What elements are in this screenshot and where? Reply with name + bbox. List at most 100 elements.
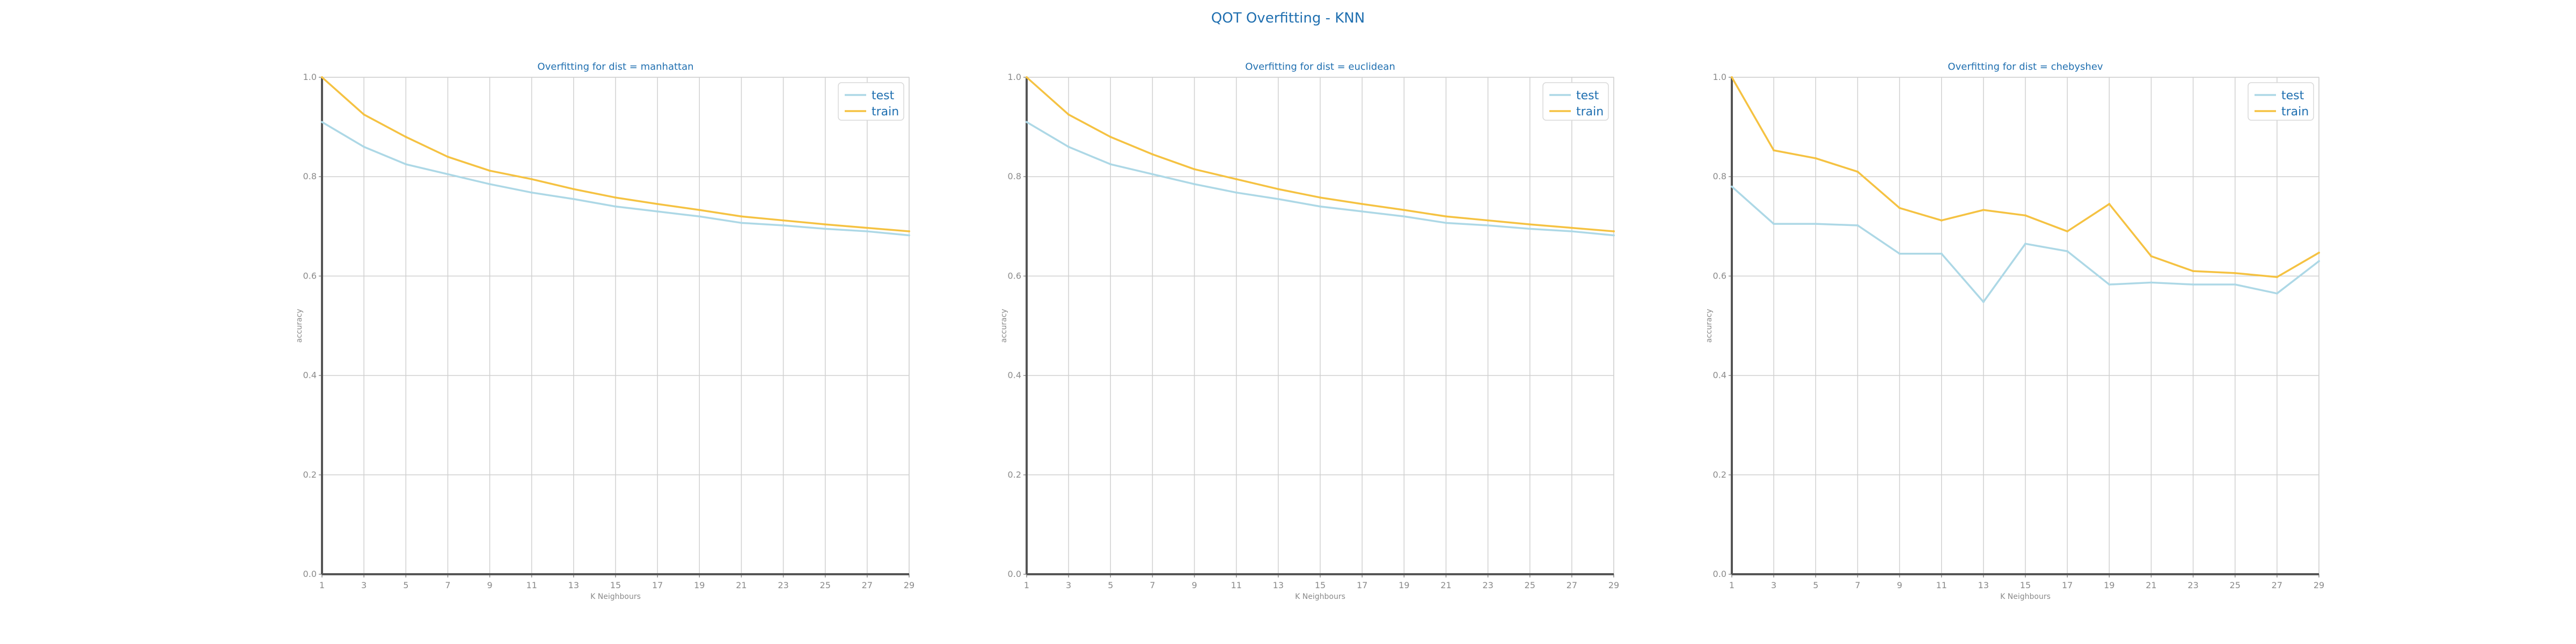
data-point-test [1773,223,1775,225]
data-point-train [2024,214,2026,217]
x-tick-label: 15 [2020,580,2031,590]
data-point-train [488,170,491,172]
data-point-train [1067,113,1070,116]
y-tick-label: 0.6 [1713,270,1726,281]
data-point-train [2318,251,2320,254]
data-point-train [1109,136,1112,138]
data-point-test [1193,183,1196,186]
data-point-train [1026,76,1028,78]
data-point-train [1361,203,1364,206]
data-point-train [2066,230,2069,233]
x-tick-label: 21 [1440,580,1451,590]
data-point-test [1319,205,1321,208]
data-point-test [614,205,617,208]
y-tick-label: 0.8 [303,171,317,181]
x-tick-label: 11 [1231,580,1242,590]
data-point-test [1814,223,1817,225]
x-tick-label: 23 [2187,580,2198,590]
x-tick-label: 7 [1855,580,1860,590]
data-point-test [2318,260,2320,262]
y-tick-label: 0.2 [1008,470,1021,480]
data-point-test [488,183,491,186]
data-point-test [782,224,785,226]
data-point-test [1731,185,1733,188]
data-point-train [824,223,826,226]
y-tick-label: 0.0 [1008,569,1021,579]
legend-label-test: test [1576,89,1599,103]
x-tick-label: 23 [778,580,788,590]
data-point-test [1109,163,1112,166]
y-tick-label: 0.4 [1713,370,1726,380]
x-tick-label: 25 [820,580,831,590]
subplot-1: 1 3 5 7 9 11 13 15 17 19 21 23 25 27 290.00.20.40.60.8… [295,61,914,601]
x-tick-label: 21 [2146,580,2156,590]
x-tick-label: 3 [1771,580,1776,590]
data-point-test [1898,252,1901,255]
x-tick-label: 23 [1482,580,1493,590]
data-point-test [1067,145,1070,148]
subplot-title: Overfitting for dist = chebyshev [1948,61,2103,72]
data-point-test [740,222,743,224]
data-point-test [908,234,910,237]
data-point-train [1528,223,1531,226]
data-point-test [405,163,407,166]
data-point-test [1982,301,1985,303]
data-point-test [1151,173,1154,175]
y-tick-label: 0.6 [303,270,317,281]
y-tick-label: 1.0 [1713,72,1726,82]
y-tick-label: 0.2 [1713,470,1726,480]
data-point-train [866,226,868,229]
x-tick-label: 27 [2272,580,2282,590]
x-tick-label: 19 [1399,580,1409,590]
x-tick-label: 19 [2104,580,2114,590]
x-tick-label: 7 [445,580,450,590]
figure-title: QOT Overfitting - KNN [1211,10,1365,26]
x-tick-label: 17 [2062,580,2073,590]
data-point-train [1898,207,1901,209]
legend: test train [838,82,904,121]
data-point-train [1570,226,1573,229]
data-point-train [656,203,659,206]
x-tick-label: 13 [1273,580,1284,590]
subplot-title: Overfitting for dist = manhattan [537,61,693,72]
x-tick-label: 5 [403,580,408,590]
legend-label-test: test [2281,89,2304,103]
x-axis-label: K Neighbours [1295,592,1345,601]
data-point-test [2024,243,2026,245]
y-tick-label: 0.8 [1713,171,1726,181]
data-point-test [1487,224,1489,226]
data-point-test [2192,283,2194,286]
data-point-test [2150,281,2153,284]
data-point-train [2192,270,2194,273]
y-tick-label: 0.0 [1713,569,1726,579]
x-tick-label: 15 [1315,580,1326,590]
data-point-train [1731,76,1733,78]
data-point-train [1982,209,1985,211]
y-axis-label: accuracy [295,309,304,342]
x-tick-label: 29 [904,580,914,590]
data-point-train [1814,157,1817,159]
data-point-test [824,228,826,230]
x-tick-label: 3 [1066,580,1071,590]
x-tick-label: 29 [1608,580,1619,590]
data-point-train [1193,168,1196,171]
subplots: 1 3 5 7 9 11 13 15 17 19 21 23 25 27 290.00.20.40.60.8… [295,61,2324,601]
legend-label-test: test [872,89,895,103]
data-point-test [572,197,575,200]
data-point-train [1940,219,1943,222]
x-tick-label: 21 [736,580,747,590]
data-point-test [1026,121,1028,123]
x-tick-label: 3 [361,580,367,590]
x-tick-label: 17 [652,580,663,590]
data-point-test [1940,252,1943,255]
subplot-3: 1 3 5 7 9 11 13 15 17 19 21 23 25 27 290.00.20.40.60.8… [1705,61,2324,601]
data-point-test [447,173,449,175]
data-point-train [2150,255,2153,258]
data-point-train [2108,203,2111,206]
x-tick-label: 25 [1525,580,1535,590]
data-point-test [321,121,323,123]
y-tick-label: 0.2 [303,470,317,480]
data-point-test [698,215,701,218]
y-tick-label: 1.0 [1008,72,1021,82]
subplot-2: 1 3 5 7 9 11 13 15 17 19 21 23 25 27 290.00.20.40.60.8… [1000,61,1619,601]
